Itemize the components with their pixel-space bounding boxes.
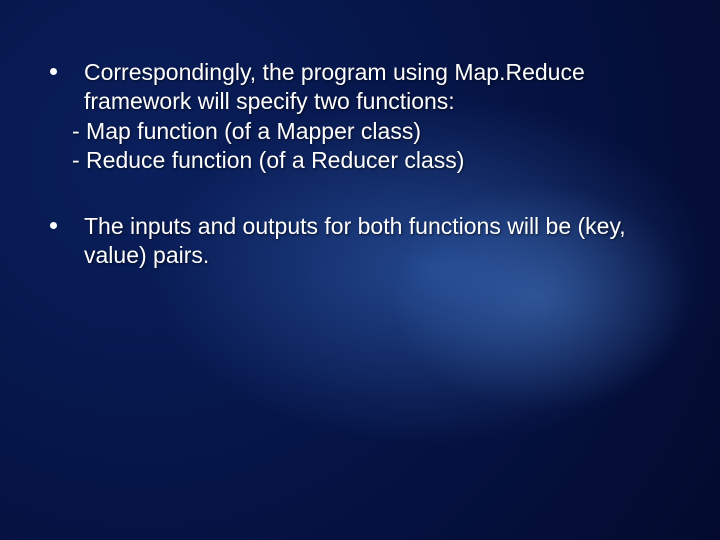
bullet-main-text: Correspondingly, the program using Map.R… [72,58,672,117]
bullet-sub-line: - Reduce function (of a Reducer class) [72,146,672,175]
bullet-item-1: The inputs and outputs for both function… [72,212,672,271]
bullet-icon [50,222,57,229]
slide-container: Correspondingly, the program using Map.R… [0,0,720,540]
bullet-icon [50,68,57,75]
bullet-sub-line: - Map function (of a Mapper class) [72,117,672,146]
bullet-item-0: Correspondingly, the program using Map.R… [72,58,672,176]
bullet-main-text: The inputs and outputs for both function… [72,212,672,271]
